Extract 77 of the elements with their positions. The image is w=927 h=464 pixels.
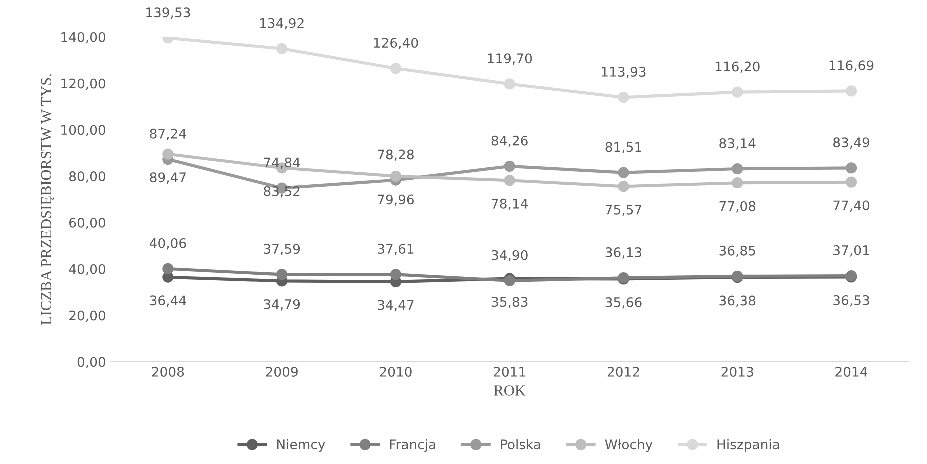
data-label: 74,84 xyxy=(264,158,300,170)
data-label: 36,44 xyxy=(150,296,186,307)
point xyxy=(732,163,744,175)
data-label: 83,52 xyxy=(264,186,300,198)
legend-label: Niemcy xyxy=(277,439,326,452)
data-label: 134,92 xyxy=(260,18,304,30)
data-label: 35,66 xyxy=(606,297,642,309)
point xyxy=(504,275,516,287)
data-label: 36,53 xyxy=(834,295,870,307)
y-tick-label: 40,00 xyxy=(69,264,106,276)
legend-label: Polska xyxy=(501,439,540,450)
point xyxy=(846,176,858,188)
data-label: 35,83 xyxy=(492,297,528,308)
point xyxy=(504,78,516,90)
point xyxy=(618,167,630,178)
data-label: 79,96 xyxy=(378,194,414,206)
point xyxy=(732,86,744,98)
point xyxy=(846,162,858,174)
data-label: 40,06 xyxy=(150,238,186,250)
point xyxy=(504,175,516,186)
data-label: 34,79 xyxy=(264,299,300,311)
data-label: 119,70 xyxy=(488,54,532,65)
data-label: 37,59 xyxy=(264,244,300,256)
y-tick-label: 80,00 xyxy=(70,172,106,183)
point xyxy=(504,160,516,172)
y-tick-label: 20,00 xyxy=(70,310,106,322)
y-tick-label: 0,00 xyxy=(78,357,106,368)
data-label: 126,40 xyxy=(374,38,418,50)
data-label: 34,47 xyxy=(378,300,414,312)
data-label: 34,90 xyxy=(492,250,528,262)
data-label: 78,28 xyxy=(378,150,414,162)
x-tick-label: 2013 xyxy=(722,367,754,377)
data-label: 37,61 xyxy=(378,244,414,256)
x-tick-label: 2009 xyxy=(266,367,298,377)
point xyxy=(618,181,630,192)
data-label: 36,85 xyxy=(720,246,756,258)
data-label: 36,13 xyxy=(606,248,642,259)
data-label: 77,08 xyxy=(720,201,756,213)
data-label: 89,47 xyxy=(150,172,186,184)
point xyxy=(732,178,744,189)
x-tick-label: 2014 xyxy=(836,367,868,377)
point xyxy=(276,43,288,54)
legend-label: Hiszpania xyxy=(718,439,780,452)
data-label: 78,14 xyxy=(492,198,528,210)
data-label: 84,26 xyxy=(492,136,528,148)
data-label: 81,51 xyxy=(606,142,642,154)
data-label: 83,49 xyxy=(834,138,870,149)
x-tick-label: 2008 xyxy=(152,367,184,377)
x-tick-label: 2012 xyxy=(608,367,640,377)
point xyxy=(276,269,288,280)
legend-label: Francja xyxy=(390,439,436,452)
point xyxy=(390,170,402,182)
x-tick-label: 2010 xyxy=(380,367,412,377)
data-label: 83,14 xyxy=(720,138,756,150)
point xyxy=(390,63,402,74)
x-axis-title: ROK xyxy=(494,386,526,396)
data-label: 113,93 xyxy=(602,67,646,78)
y-tick-label: 140,00 xyxy=(62,32,106,44)
data-label: 36,38 xyxy=(720,296,756,308)
legend-label: Włochy xyxy=(605,439,653,452)
data-label: 87,24 xyxy=(150,128,186,140)
point xyxy=(162,148,174,160)
data-label: 116,69 xyxy=(830,60,874,72)
data-label: 37,01 xyxy=(834,245,870,257)
data-label: 139,53 xyxy=(146,8,190,19)
data-label: 116,20 xyxy=(716,62,760,74)
point xyxy=(618,92,630,104)
data-label: 75,57 xyxy=(606,205,642,216)
point xyxy=(390,269,402,280)
x-tick-label: 2011 xyxy=(494,367,526,377)
y-tick-label: 60,00 xyxy=(70,218,106,230)
y-axis-title: LICZBA PRZEDSIĘBIORSTW W TYS. xyxy=(41,74,54,326)
point xyxy=(162,263,174,275)
y-tick-label: 120,00 xyxy=(62,78,106,90)
point xyxy=(846,86,858,97)
data-label: 77,40 xyxy=(834,200,870,212)
y-tick-label: 100,00 xyxy=(62,125,106,136)
